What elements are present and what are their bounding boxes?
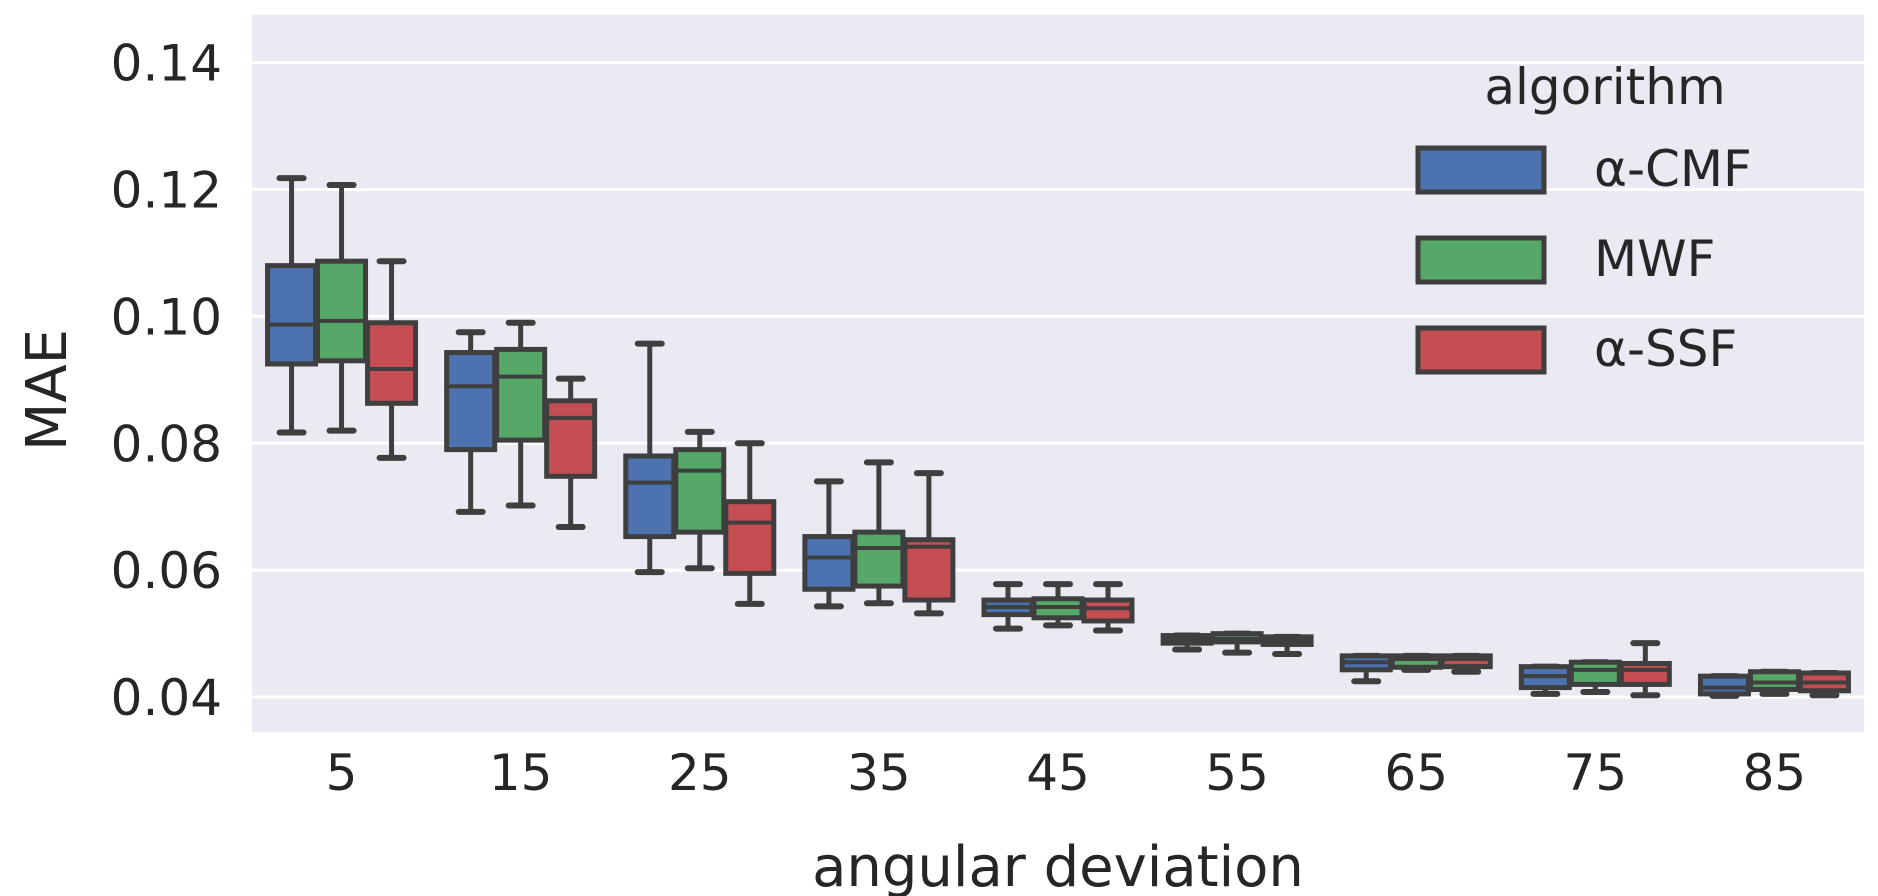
box-plot-box xyxy=(1339,652,1393,685)
interquartile-box xyxy=(902,537,956,603)
box-plot-box xyxy=(1797,669,1851,699)
legend-swatch xyxy=(1415,235,1547,285)
boxes xyxy=(265,175,1851,699)
box-plot-box xyxy=(1518,663,1572,697)
box-plot-box xyxy=(723,440,777,607)
box-plot-box xyxy=(494,319,548,509)
y-tick-label: 0.08 xyxy=(111,415,222,473)
x-tick-label: 85 xyxy=(1743,744,1807,802)
box-plot-box xyxy=(365,258,419,461)
x-tick-label: 75 xyxy=(1564,744,1628,802)
x-tick-label: 55 xyxy=(1205,744,1269,802)
legend-label: MWF xyxy=(1594,230,1715,288)
interquartile-box xyxy=(365,320,419,406)
x-tick-label: 65 xyxy=(1384,744,1448,802)
legend-title: algorithm xyxy=(1484,58,1725,116)
interquartile-box xyxy=(444,350,498,453)
interquartile-box xyxy=(1439,653,1493,670)
box-plot-box xyxy=(1081,581,1135,634)
box-plot-box xyxy=(852,459,906,607)
box-plot-box xyxy=(1260,633,1314,657)
box-plot-box xyxy=(315,182,369,434)
interquartile-box xyxy=(723,499,777,576)
box-plot-box xyxy=(673,428,727,572)
interquartile-box xyxy=(1618,660,1672,687)
box-plot-box xyxy=(623,340,677,576)
x-axis-label: angular deviation xyxy=(812,835,1304,896)
interquartile-box xyxy=(673,447,727,535)
y-axis-label: MAE xyxy=(15,329,80,451)
legend-swatch xyxy=(1415,145,1547,195)
x-tick-label: 15 xyxy=(489,744,553,802)
x-tick-label: 35 xyxy=(847,744,911,802)
x-tick-label: 25 xyxy=(668,744,732,802)
box-plot-box xyxy=(1389,652,1443,673)
legend: algorithm α-CMF MWF α-SSF xyxy=(1415,58,1752,378)
interquartile-box xyxy=(852,529,906,589)
y-tick-labels: 0.04 0.06 0.08 0.10 0.12 0.14 xyxy=(111,35,222,728)
y-tick-label: 0.04 xyxy=(111,669,222,727)
interquartile-box xyxy=(1697,673,1751,697)
x-tick-label: 5 xyxy=(326,744,358,802)
box-plot-box xyxy=(902,470,956,617)
interquartile-box xyxy=(315,258,369,364)
y-tick-label: 0.06 xyxy=(111,542,222,600)
box-plot-box xyxy=(1439,652,1493,675)
box-plot-box xyxy=(1697,673,1751,699)
box-plot-box xyxy=(544,375,598,531)
legend-swatch xyxy=(1415,325,1547,375)
interquartile-box xyxy=(494,346,548,443)
legend-label: α-SSF xyxy=(1594,320,1737,378)
interquartile-box xyxy=(1081,597,1135,624)
box-plot-box xyxy=(1568,659,1622,696)
box-plot-box xyxy=(1031,581,1085,629)
interquartile-box xyxy=(802,534,856,592)
box-plot-box xyxy=(444,329,498,515)
y-tick-label: 0.10 xyxy=(111,288,222,346)
box-plot-box xyxy=(1618,640,1672,699)
box-plot-box xyxy=(802,478,856,610)
interquartile-box xyxy=(544,398,598,479)
interquartile-box xyxy=(623,453,677,540)
box-plot-box xyxy=(981,581,1035,632)
x-tick-label: 45 xyxy=(1026,744,1090,802)
legend-label: α-CMF xyxy=(1594,140,1752,198)
interquartile-box xyxy=(1568,659,1622,687)
y-tick-label: 0.14 xyxy=(111,35,222,93)
x-tick-labels: 5 15 25 35 45 55 65 75 85 xyxy=(326,744,1807,802)
box-plot-box xyxy=(1747,668,1801,697)
interquartile-box xyxy=(265,263,319,367)
y-tick-label: 0.12 xyxy=(111,161,222,219)
box-plot-box xyxy=(1210,630,1264,656)
